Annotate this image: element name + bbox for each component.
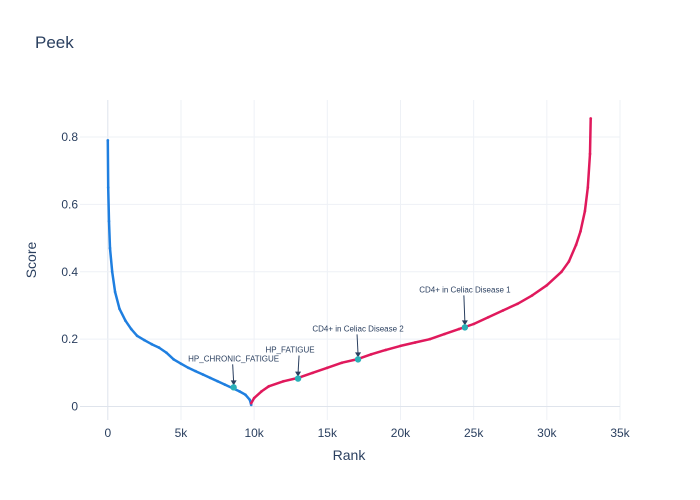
data-point xyxy=(123,319,127,323)
arrow-head xyxy=(295,371,302,377)
data-point xyxy=(574,243,578,247)
data-point xyxy=(243,393,247,397)
series-line-1 xyxy=(106,139,253,407)
data-point xyxy=(208,376,212,380)
x-tick-label: 35k xyxy=(610,426,630,440)
data-point xyxy=(238,389,241,393)
arrow-head xyxy=(355,352,362,358)
data-point xyxy=(179,362,183,366)
annotation-arrow xyxy=(356,334,359,355)
data-point xyxy=(567,260,571,264)
data-point xyxy=(442,332,446,336)
data-point xyxy=(110,270,114,274)
data-point xyxy=(107,219,111,223)
x-tick-label: 10k xyxy=(244,426,264,440)
data-point xyxy=(157,346,161,349)
data-point xyxy=(118,307,121,311)
annotation-label: CD4+ in Celiac Disease 2 xyxy=(312,324,404,333)
data-point xyxy=(223,383,227,387)
data-point xyxy=(369,352,373,356)
data-point xyxy=(201,373,205,376)
annotation-label: HP_FATIGUE xyxy=(265,346,314,355)
data-point xyxy=(282,379,285,383)
data-point xyxy=(108,246,112,250)
data-point xyxy=(516,302,519,306)
data-point xyxy=(106,139,110,142)
arrow-head xyxy=(230,380,237,386)
data-point xyxy=(252,396,256,400)
data-point xyxy=(428,337,432,341)
data-point xyxy=(589,117,593,120)
data-point xyxy=(560,270,563,274)
data-point xyxy=(172,357,176,361)
y-tick-label: 0 xyxy=(71,400,78,414)
annotation-label: CD4+ in Celiac Disease 1 xyxy=(419,285,511,294)
y-tick-label: 0.6 xyxy=(61,197,78,211)
data-point xyxy=(472,322,476,326)
x-tick-label: 15k xyxy=(318,426,338,440)
data-point xyxy=(340,361,344,365)
data-point xyxy=(113,290,117,294)
highlight-point[interactable] xyxy=(461,324,469,331)
data-point xyxy=(135,334,139,338)
x-tick-label: 20k xyxy=(391,426,411,440)
y-tick-label: 0.2 xyxy=(61,332,78,346)
series-line-2 xyxy=(249,117,592,405)
x-tick-label: 25k xyxy=(464,426,484,440)
data-point xyxy=(142,338,146,342)
data-point xyxy=(399,344,402,348)
series-layer xyxy=(106,117,593,407)
highlight-point[interactable] xyxy=(294,375,302,382)
data-point xyxy=(486,315,490,319)
data-point xyxy=(530,293,534,297)
y-axis-ticks: 0 0.2 0.4 0.6 0.8 xyxy=(61,130,78,413)
data-point xyxy=(579,229,582,233)
data-point xyxy=(501,309,505,312)
y-tick-label: 0.8 xyxy=(61,130,78,144)
x-tick-label: 5k xyxy=(175,426,189,440)
data-point xyxy=(248,398,252,402)
x-axis-label: Rank xyxy=(333,447,367,463)
data-point xyxy=(325,366,329,370)
data-point xyxy=(150,342,154,346)
highlight-point[interactable] xyxy=(354,356,362,363)
y-tick-label: 0.4 xyxy=(61,265,78,279)
data-point xyxy=(249,401,253,405)
data-point xyxy=(106,186,110,189)
data-point xyxy=(311,371,315,375)
annotation-label: HP_CHRONIC_FATIGUE xyxy=(188,354,279,363)
data-point xyxy=(194,369,198,373)
highlight-point[interactable] xyxy=(230,384,237,391)
arrow-head xyxy=(461,320,468,326)
annotation-arrow xyxy=(232,364,235,383)
data-point xyxy=(457,327,461,331)
grid-lines xyxy=(80,100,621,420)
data-point xyxy=(413,341,417,344)
annotation-arrow xyxy=(297,355,300,374)
data-point xyxy=(129,327,133,331)
data-point xyxy=(267,384,271,388)
data-point xyxy=(588,152,592,156)
x-axis-ticks: 0 5k 10k 15k 20k 25k 30k 35k xyxy=(104,426,630,440)
data-point xyxy=(260,389,263,393)
y-axis-label: Score xyxy=(23,242,39,279)
data-point xyxy=(186,366,190,370)
chart-title: Peek xyxy=(35,33,74,52)
data-point xyxy=(545,283,549,287)
annotation-arrow xyxy=(463,295,466,323)
data-point xyxy=(586,186,590,189)
x-tick-label: 30k xyxy=(537,426,557,440)
data-point xyxy=(216,379,219,383)
x-tick-label: 0 xyxy=(104,426,111,440)
data-point xyxy=(164,351,168,355)
data-point xyxy=(384,348,388,352)
data-point xyxy=(583,209,587,213)
